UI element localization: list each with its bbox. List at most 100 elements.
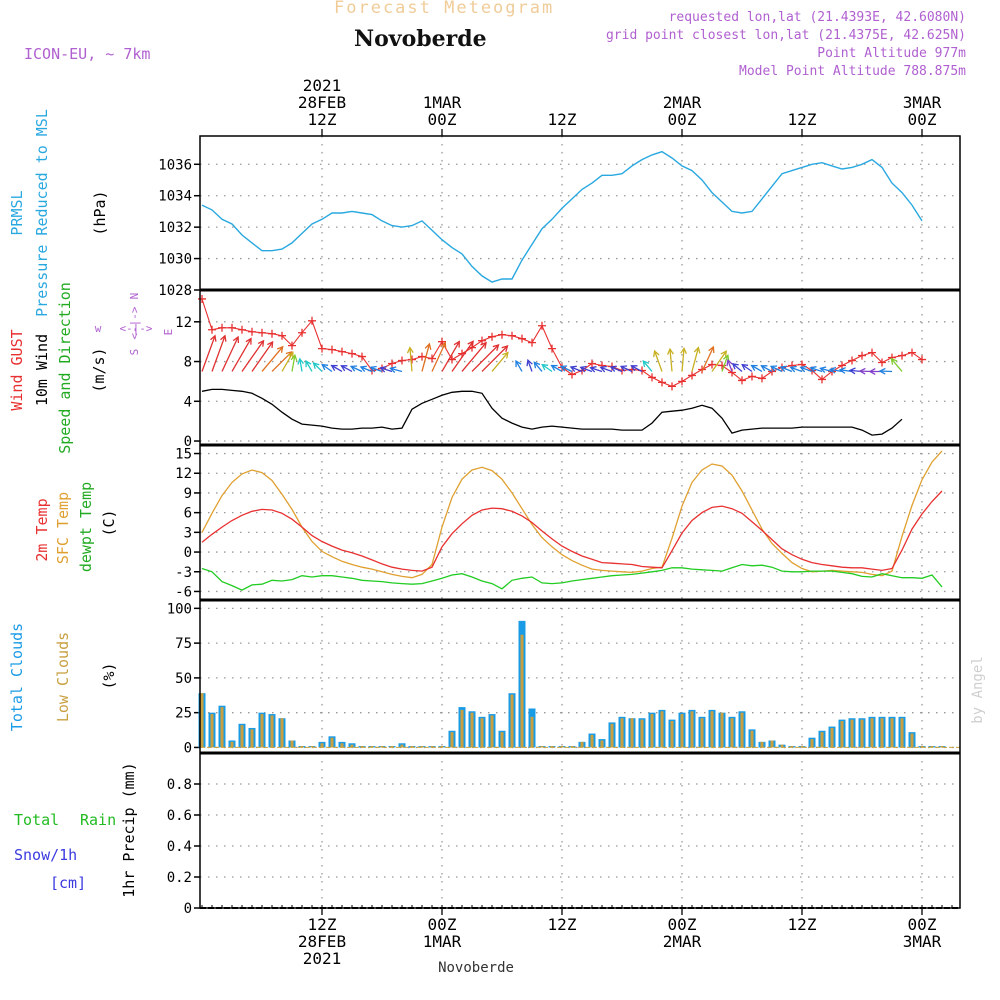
wind-arrow <box>409 347 413 372</box>
low-cloud-bar <box>430 746 434 748</box>
gust-marker <box>668 382 676 391</box>
low-cloud-bar <box>640 719 644 748</box>
bottom-time-label: 12Z <box>788 915 817 934</box>
low-cloud-bar <box>600 740 604 748</box>
prmsl-long-label: Pressure Reduced to MSL <box>33 109 51 317</box>
gust-marker <box>248 327 256 336</box>
gust-marker <box>488 332 496 341</box>
gust-marker <box>708 360 716 369</box>
wind-arrowhead <box>349 365 358 372</box>
compass-w: w <box>95 322 102 335</box>
gust-marker <box>508 331 516 340</box>
wind-arrowhead <box>379 366 387 373</box>
gust-marker <box>428 354 436 363</box>
gust-marker <box>438 337 446 346</box>
wind-arrowhead <box>642 360 650 368</box>
low-cloud-bar <box>350 744 354 748</box>
low-cloud-bar <box>290 740 294 748</box>
wind-arrowhead <box>741 363 749 371</box>
wind-arrow <box>770 365 783 373</box>
wind-arrowhead <box>858 367 866 375</box>
y-tick-label: 8 <box>184 355 192 371</box>
wind-arrow <box>780 366 793 373</box>
wind-arrowhead <box>693 346 701 354</box>
top-time-label: 2MAR <box>663 93 702 112</box>
wind-arrow <box>681 348 685 372</box>
gust-marker <box>588 359 596 368</box>
sfc-temp-label: SFC Temp <box>54 492 72 564</box>
y-tick-label: 0 <box>184 901 192 917</box>
low-cloud-bar <box>490 715 494 748</box>
model-label: ICON-EU, ~ 7km <box>24 45 151 63</box>
wind-arrowhead <box>290 353 298 362</box>
gust-marker <box>858 351 866 360</box>
wind-arrow <box>299 358 303 372</box>
wind-arrowhead <box>722 354 730 362</box>
wind-arrowhead <box>559 365 568 372</box>
wind-arrow <box>800 366 813 373</box>
snow-label: Snow/1h <box>14 846 77 864</box>
wind-arrowhead <box>287 351 294 359</box>
y-tick-label: 1034 <box>158 189 192 205</box>
wind-arrow <box>810 367 823 373</box>
y-tick-label: 15 <box>175 447 192 463</box>
bottom-time-label: 2MAR <box>663 932 702 951</box>
wind-arrow <box>580 366 593 373</box>
low-cloud-bar <box>740 712 744 748</box>
wind-arrowhead <box>492 344 500 351</box>
sfc-temp-line <box>201 450 943 579</box>
location-title: Novoberde <box>354 26 487 52</box>
wind-unit-label: (m/s) <box>90 347 108 392</box>
gust-marker <box>388 359 396 368</box>
bottom-time-label: 00Z <box>668 915 697 934</box>
gust-marker <box>258 328 266 337</box>
low-cloud-bar <box>210 714 214 748</box>
y-tick-label: 0 <box>184 545 192 561</box>
low-cloud-bar <box>250 729 254 748</box>
gust-marker <box>568 370 576 379</box>
gust-marker <box>738 376 746 385</box>
low-cloud-bar <box>910 733 914 748</box>
gust-marker <box>238 325 246 334</box>
gust-marker <box>338 347 346 356</box>
y-tick-label: 1036 <box>158 157 192 173</box>
low-cloud-bar <box>230 741 234 748</box>
wind-arrowhead <box>321 363 329 371</box>
low-cloud-bar <box>380 746 384 748</box>
wind-arrowhead <box>424 342 432 350</box>
low-cloud-bar <box>590 734 594 748</box>
wind-arrow <box>820 367 833 373</box>
gust-marker <box>548 344 556 353</box>
wind-arrowhead <box>789 365 797 373</box>
bottom-time-label: 00Z <box>908 915 937 934</box>
wind-arrowhead <box>667 347 674 355</box>
wind-arrow <box>471 344 499 372</box>
gust-marker <box>298 328 306 337</box>
y-tick-label: 25 <box>175 706 192 722</box>
wind-arrowhead <box>220 334 227 342</box>
low-cloud-bar <box>830 727 834 748</box>
low-cloud-bar <box>240 725 244 748</box>
gust-marker <box>848 356 856 365</box>
top-time-label: 28FEB <box>298 93 346 112</box>
y-tick-label: 50 <box>175 671 192 687</box>
temp2m-label: 2m Temp <box>33 498 51 561</box>
y-tick-label: 0.2 <box>167 870 192 886</box>
low-cloud-bar <box>940 746 944 748</box>
low-cloud-bar <box>200 693 204 748</box>
low-cloud-bar <box>220 707 224 748</box>
wind-arrowhead <box>819 366 827 373</box>
wind-arrowhead <box>848 367 856 375</box>
low-cloud-bar <box>540 746 544 748</box>
wind-arrow <box>305 360 313 372</box>
low-cloud-bar <box>530 716 534 748</box>
gust-marker <box>228 323 236 332</box>
gust-marker <box>898 351 906 360</box>
low-cloud-bar <box>690 711 694 748</box>
low-cloud-bar <box>870 718 874 748</box>
wind-arrowhead <box>680 346 687 355</box>
low-cloud-bar <box>310 746 314 748</box>
gust-marker <box>748 372 756 381</box>
y-tick-label: 0 <box>184 740 192 756</box>
